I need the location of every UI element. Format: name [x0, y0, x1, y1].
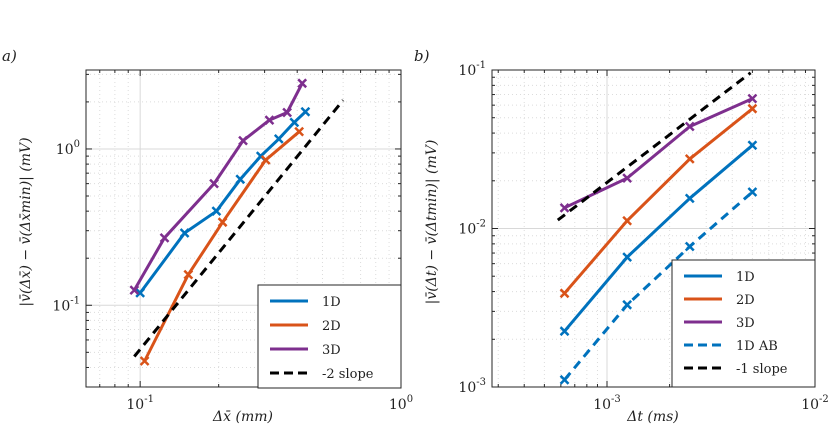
data-point-3d: [559, 202, 570, 213]
series-group: [556, 71, 758, 385]
series-line-2-slope: [133, 99, 345, 358]
y-tick-label: 100: [56, 139, 80, 158]
data-point-1d: [747, 140, 758, 151]
x-axis-label: Δt (ms): [626, 409, 679, 425]
data-point-2d: [183, 269, 194, 280]
data-point-1d: [135, 288, 146, 298]
data-point-1d-ab: [622, 299, 633, 310]
legend-label-1-slope: -1 slope: [736, 362, 788, 377]
x-axis-label: Δx̄ (mm): [212, 409, 273, 425]
y-axis-label: |v̄(Δx̄) − v̄(Δx̄min)| (mV): [18, 137, 34, 306]
data-point-3d: [129, 285, 140, 296]
data-point-3d: [238, 135, 248, 146]
y-tick-label: 10-1: [52, 295, 80, 314]
data-point-1d: [684, 193, 695, 204]
series-line-1d: [563, 144, 754, 333]
y-tick-label: 10-2: [458, 219, 486, 238]
data-point-2d: [294, 126, 305, 137]
y-tick-label: 10-1: [458, 60, 486, 79]
y-axis-label: |v̄(Δt) − v̄(Δtmin)| (mV): [424, 140, 440, 305]
legend-label-1d: 1D: [322, 295, 341, 310]
data-point-3d: [264, 115, 275, 125]
data-point-1d-ab: [747, 187, 758, 197]
legend-label-2-slope: -2 slope: [322, 367, 374, 382]
data-point-2d: [622, 215, 633, 226]
legend-label-1d-ab: 1D AB: [736, 339, 778, 354]
panel-label: b): [414, 47, 430, 65]
data-point-3d: [297, 78, 308, 89]
data-point-2d: [684, 153, 695, 164]
data-point-3d: [209, 178, 219, 189]
panel-b: b) 10-3 10-2 10-3 10-2 10-1 Δt (ms) |v̄(Δt) − v…: [414, 47, 829, 425]
data-point-1d: [179, 228, 190, 238]
panel-label: a): [2, 47, 17, 65]
data-point-1d-ab: [559, 374, 570, 385]
data-point-1d: [273, 134, 284, 144]
panel-a: a) 10-1 100 10-1 100 Δx̄ (mm) |v̄(Δx̄) − v̄(Δx…: [2, 47, 413, 425]
data-point-3d: [282, 107, 293, 118]
data-point-1d-ab: [684, 241, 695, 252]
legend-label-2d: 2D: [736, 293, 755, 308]
legend-label-1d: 1D: [736, 270, 755, 285]
series-group: [129, 78, 345, 366]
y-tick-label: 10-3: [458, 377, 486, 396]
legend: 1D 2D 3D 1D AB -1 slope: [671, 259, 816, 388]
data-point-1d: [622, 252, 633, 262]
data-point-2d: [747, 103, 758, 114]
series-line-3d: [563, 97, 754, 210]
x-tick-label: 10-2: [801, 394, 829, 413]
legend: 1D 2D 3D -2 slope: [257, 284, 402, 389]
data-point-2d: [139, 356, 150, 366]
legend-label-2d: 2D: [322, 319, 341, 334]
series-line-1d-ab: [563, 190, 754, 381]
data-point-1d: [211, 206, 222, 217]
data-point-2d: [260, 155, 271, 165]
series-line-1-slope: [556, 71, 752, 222]
data-point-1d: [300, 106, 311, 117]
data-point-2d: [559, 288, 570, 299]
x-tick-label: 10-1: [126, 394, 154, 413]
x-tick-label: 10-3: [593, 394, 621, 413]
x-tick-label: 100: [389, 394, 413, 413]
data-point-3d: [684, 121, 695, 132]
data-point-3d: [159, 232, 170, 243]
data-point-3d: [747, 93, 758, 104]
series-line-2d: [563, 107, 754, 295]
data-point-2d: [217, 217, 228, 228]
axes-box: [85, 69, 402, 388]
legend-label-3d: 3D: [322, 343, 341, 358]
data-point-1d: [235, 174, 246, 185]
data-point-1d: [289, 117, 300, 128]
data-point-3d: [622, 173, 633, 183]
legend-label-3d: 3D: [736, 316, 755, 331]
data-point-1d: [559, 326, 570, 337]
